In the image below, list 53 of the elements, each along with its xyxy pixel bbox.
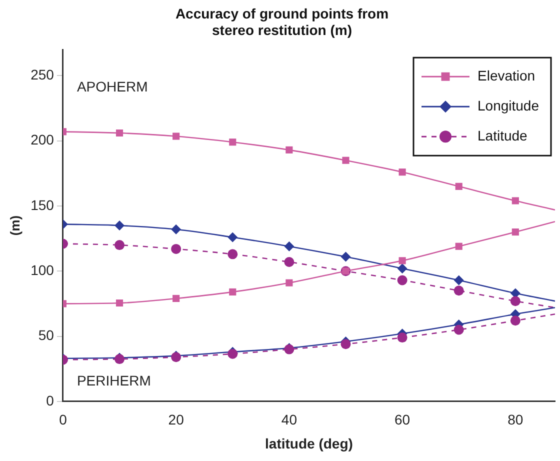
annotation: APOHERM [76, 78, 148, 94]
point [397, 264, 408, 274]
point [398, 257, 406, 264]
point [114, 240, 125, 250]
point [114, 220, 125, 230]
point [172, 294, 180, 302]
point [229, 138, 236, 146]
x-tick-label: 40 [281, 412, 298, 428]
y-tick-label: 100 [30, 262, 54, 278]
y-tick-label: 0 [46, 392, 54, 408]
point [284, 256, 294, 267]
x-axis-title: latitude (deg) [265, 435, 353, 452]
point [340, 252, 351, 262]
point [340, 339, 351, 350]
point [116, 299, 124, 307]
y-tick-label: 250 [30, 66, 54, 83]
y-tick-label: 50 [38, 327, 54, 344]
point [512, 197, 519, 204]
point [454, 275, 464, 286]
x-tick-label: 20 [168, 412, 184, 428]
point [454, 286, 464, 296]
point [229, 288, 236, 296]
point [171, 224, 182, 234]
point [510, 296, 520, 306]
point [397, 275, 408, 286]
point [286, 279, 293, 286]
text: Accuracy of ground points from [175, 5, 389, 22]
point [397, 332, 408, 343]
point [286, 146, 293, 154]
x-tick-label: 80 [508, 412, 524, 428]
point [510, 316, 520, 326]
point [454, 324, 464, 335]
y-tick-label: 150 [30, 196, 54, 213]
point [171, 244, 182, 254]
legend-label: Elevation [477, 67, 536, 84]
x-tick-label: 60 [394, 412, 410, 428]
point [455, 242, 462, 250]
y-tick-label: 200 [30, 132, 54, 148]
point [342, 156, 350, 164]
point [398, 168, 406, 176]
legend-label: Longitude [477, 97, 540, 114]
annotation: PERIHERM [76, 372, 151, 388]
point [228, 249, 238, 260]
point [455, 182, 462, 190]
y-axis-title: (m) [7, 215, 22, 236]
point [116, 129, 124, 137]
point [512, 228, 519, 236]
text: stereo restitution (m) [212, 22, 352, 38]
point [228, 232, 238, 242]
point [284, 241, 294, 252]
legend-label: Latitude [477, 127, 528, 144]
point [172, 132, 180, 140]
x-tick-label: 0 [59, 412, 68, 428]
